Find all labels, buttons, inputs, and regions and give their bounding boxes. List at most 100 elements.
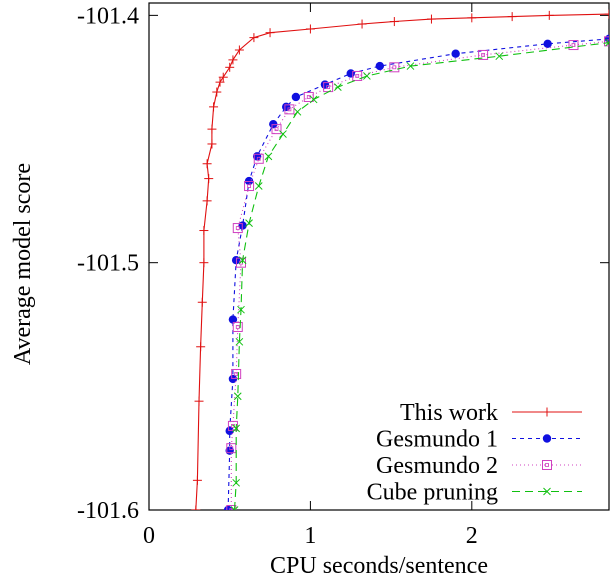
series-this-work (191, 9, 609, 510)
plus-marker (197, 297, 207, 307)
cross-marker (245, 219, 253, 227)
cross-marker (232, 478, 241, 487)
y-axis-label: Average model score (10, 163, 36, 365)
series-line (227, 38, 609, 510)
square-marker (389, 62, 400, 73)
cross-marker (254, 182, 263, 190)
cross-marker (264, 152, 273, 161)
series-line (233, 42, 609, 510)
square-marker (244, 181, 255, 192)
square-marker (303, 91, 314, 102)
circle-marker (542, 434, 552, 443)
square-marker (271, 124, 282, 135)
plus-marker (265, 28, 275, 38)
plus-marker (389, 17, 399, 27)
circle-marker (375, 61, 385, 71)
plot-frame (148, 2, 610, 511)
legend-label: Gesmundo 1 (376, 427, 498, 453)
series-gesmundo-2 (226, 36, 609, 510)
series-layer (191, 9, 609, 510)
legend-label: This work (400, 400, 498, 426)
legend-item: Gesmundo 1 (376, 427, 582, 453)
x-axis-label: CPU seconds/sentence (270, 553, 488, 579)
cross-marker (233, 392, 242, 401)
circle-marker (291, 92, 301, 102)
cross-marker (406, 62, 415, 70)
axes: -101.6 -101.5 -101.4 0 1 2 (77, 2, 610, 549)
legend-label: Gesmundo 2 (376, 453, 498, 479)
cross-marker (230, 506, 239, 510)
plus-marker (305, 24, 315, 34)
square-marker (226, 443, 237, 454)
plus-marker (426, 14, 436, 24)
legend-label: Cube pruning (367, 480, 498, 506)
cross-marker (543, 487, 551, 496)
plus-marker (204, 174, 214, 184)
circle-marker (320, 80, 330, 89)
square-marker (232, 223, 243, 234)
legend-item: Cube pruning (367, 480, 582, 506)
plus-marker (225, 62, 235, 72)
circle-marker (346, 69, 355, 78)
series-line (230, 40, 609, 510)
plus-marker (357, 19, 367, 29)
plus-marker (544, 10, 554, 20)
plus-marker (604, 9, 609, 19)
cross-marker (279, 130, 287, 138)
cross-marker (333, 83, 342, 91)
square-marker (478, 49, 489, 60)
x-tick-label: 2 (466, 523, 478, 549)
square-marker (568, 40, 579, 51)
x-tick-label: 1 (304, 523, 316, 549)
square-marker (226, 505, 237, 510)
plus-marker (192, 475, 202, 485)
y-tick-label: -101.6 (77, 498, 139, 524)
plus-marker (249, 33, 259, 43)
y-tick-label: -101.4 (77, 3, 139, 29)
square-marker (231, 368, 242, 379)
plus-marker (507, 12, 517, 22)
circle-marker (451, 49, 460, 58)
plus-marker (202, 196, 212, 206)
square-marker (352, 70, 363, 81)
legend-item: This work (400, 400, 582, 426)
series-cube-pruning (230, 38, 609, 510)
plus-marker (234, 45, 244, 55)
plus-marker (207, 124, 217, 134)
square-marker (284, 104, 295, 115)
cross-marker (309, 95, 318, 104)
cross-marker (232, 424, 241, 433)
square-marker (227, 420, 238, 431)
plus-marker (191, 505, 201, 510)
plus-marker (215, 77, 225, 87)
plus-marker (207, 139, 217, 149)
plus-marker (228, 55, 238, 65)
square-marker (542, 460, 552, 470)
y-tick-label: -101.5 (77, 251, 139, 277)
cross-marker (605, 38, 609, 47)
plus-marker (212, 87, 222, 97)
plus-marker (199, 226, 209, 236)
cross-marker (235, 337, 244, 346)
plus-marker (196, 342, 206, 352)
plus-marker (209, 102, 219, 112)
plus-marker (542, 407, 552, 417)
square-marker (253, 153, 264, 164)
cross-marker (293, 107, 302, 116)
plus-marker (467, 13, 477, 23)
plus-marker (199, 258, 209, 268)
circle-marker (543, 39, 552, 49)
plus-marker (194, 396, 204, 406)
legend-item: Gesmundo 2 (376, 453, 582, 479)
x-tick-label: 0 (143, 523, 155, 549)
circle-marker (228, 315, 238, 324)
cross-marker (495, 52, 504, 61)
cross-marker (238, 256, 247, 265)
cross-marker (363, 72, 371, 80)
cross-marker (237, 305, 245, 314)
plus-marker (218, 72, 228, 82)
square-marker (232, 321, 243, 332)
plus-marker (202, 159, 212, 169)
